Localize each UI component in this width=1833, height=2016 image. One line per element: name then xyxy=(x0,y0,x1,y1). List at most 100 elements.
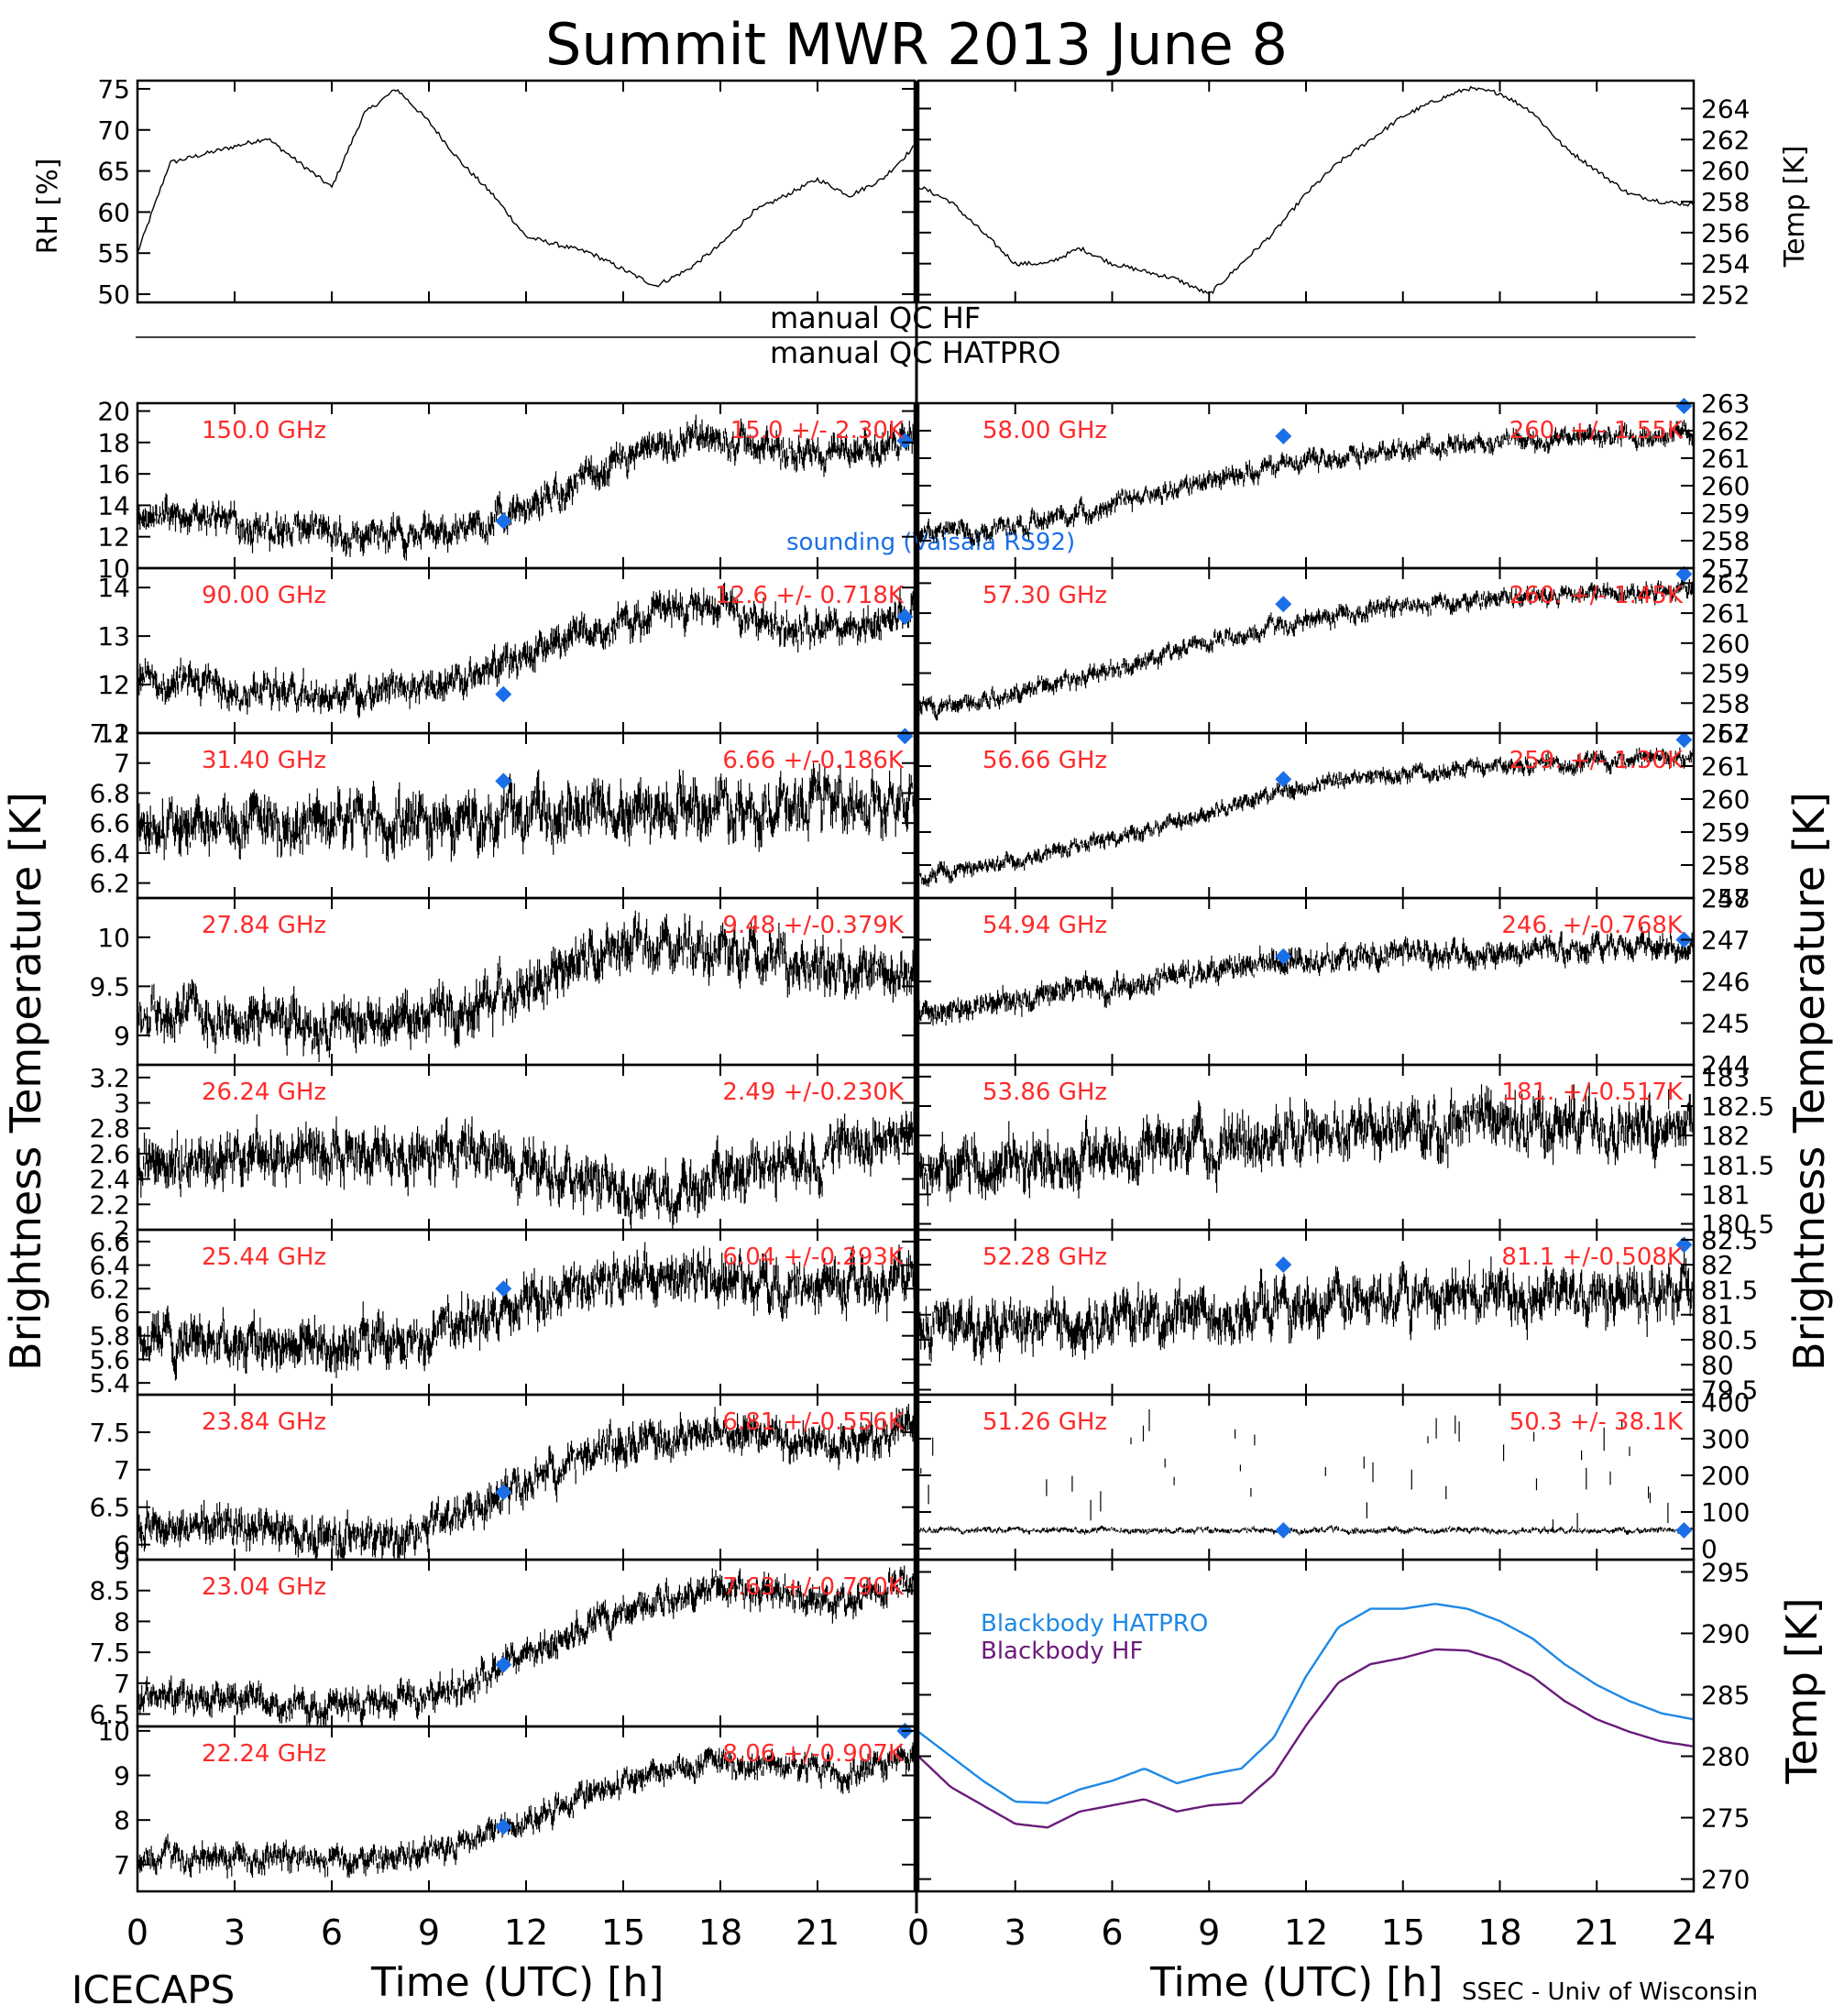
ch22_24-ytick-label-1: 8 xyxy=(114,1805,130,1835)
ch23_04-ytick-label-4: 8.5 xyxy=(89,1576,130,1606)
ch23_04-trace xyxy=(137,1565,915,1726)
ch57_3-ytick-label-5: 262 xyxy=(1701,568,1750,598)
footer-right: SSEC - Univ of Wisconsin xyxy=(1462,1978,1758,2006)
ch31_4-stats-label: 6.66 +/-0.186K xyxy=(722,747,905,774)
ch23_04-ytick-label-2: 7.5 xyxy=(89,1638,130,1668)
ch57_3-ytick-label-3: 260 xyxy=(1701,629,1750,659)
x-axis-label-left: Time (UTC) [h] xyxy=(370,1959,664,2006)
ch57_3-ytick-label-4: 261 xyxy=(1701,598,1750,629)
bb-hf-legend: Blackbody HF xyxy=(981,1638,1143,1665)
xtick-label-left-15: 15 xyxy=(601,1912,645,1953)
ch31_4-ytick-label-1: 6.4 xyxy=(89,838,130,869)
ch58-sounding-point-1 xyxy=(1675,398,1693,414)
ch31_4-sounding-point-1 xyxy=(896,728,914,745)
ch53_86-ytick-label-3: 182 xyxy=(1701,1121,1750,1151)
ch57_3-trace xyxy=(918,578,1694,721)
ch25_44-ytick-label-2: 5.8 xyxy=(89,1321,130,1352)
bb-hatpro-legend: Blackbody HATPRO xyxy=(981,1610,1208,1638)
ch27_84-stats-label: 9.48 +/-0.379K xyxy=(722,912,905,939)
blackbody-series-0 xyxy=(918,1603,1694,1804)
ch54_94-frequency-label: 54.94 GHz xyxy=(982,912,1107,939)
ch58-trace xyxy=(918,420,1694,546)
ch150-ytick-label-1: 12 xyxy=(97,522,130,553)
temp-series-line xyxy=(918,85,1694,294)
xtick-label-left-18: 18 xyxy=(698,1912,742,1953)
bb-temp-axis-label: Temp [K] xyxy=(1777,1597,1827,1784)
ch54_94-stats-label: 246. +/-0.768K xyxy=(1501,912,1684,939)
ch58-sounding-point-0 xyxy=(1275,428,1292,444)
ch51_26-frequency-label: 51.26 GHz xyxy=(982,1408,1107,1436)
ch31_4-frequency-label: 31.40 GHz xyxy=(202,747,326,774)
blackbody-ytick-label-0: 270 xyxy=(1701,1865,1750,1895)
ch51_26-ytick-label-3: 300 xyxy=(1701,1424,1750,1454)
ch23_04-ytick-label-1: 7 xyxy=(114,1669,130,1699)
ch56_66-ytick-label-5: 262 xyxy=(1701,718,1750,749)
ch27_84-trace xyxy=(137,910,915,1062)
ch23_04-ytick-label-0: 6.5 xyxy=(89,1700,130,1730)
ch51_26-ytick-label-2: 200 xyxy=(1701,1461,1750,1491)
rh-ytick-label-4: 70 xyxy=(97,115,130,146)
ch90-stats-label: 12.6 +/- 0.718K xyxy=(715,582,905,609)
xtick-label-right-24: 24 xyxy=(1672,1912,1716,1953)
ch54_94-sounding-point-0 xyxy=(1275,948,1292,965)
ch58-ytick-label-3: 260 xyxy=(1701,471,1750,501)
ch150-ytick-label-0: 10 xyxy=(97,553,130,584)
ch56_66-sounding-point-0 xyxy=(1275,771,1292,788)
ch27_84-ytick-label-0: 9 xyxy=(114,1021,130,1051)
x-axis-label-right: Time (UTC) [h] xyxy=(1149,1959,1443,2006)
ch57_3-ytick-label-2: 259 xyxy=(1701,659,1750,689)
ch51_26-sounding-point-1 xyxy=(1675,1522,1693,1539)
ch23_04-ytick-label-3: 8 xyxy=(114,1606,130,1637)
ch22_24-ytick-label-0: 7 xyxy=(114,1850,130,1880)
ch25_44-ytick-label-1: 5.6 xyxy=(89,1344,130,1375)
xtick-label-right-21: 21 xyxy=(1575,1912,1619,1953)
footer-left: ICECAPS xyxy=(71,1967,235,2012)
ch25_44-ytick-label-4: 6.2 xyxy=(89,1274,130,1304)
ch150-sounding-point-1 xyxy=(896,433,914,450)
ch23_84-frequency-label: 23.84 GHz xyxy=(202,1408,326,1436)
brightness-axis-label-left: Brightness Temperature [K] xyxy=(1,792,50,1371)
ch54_94-ytick-label-3: 247 xyxy=(1701,926,1750,956)
ch52_28-ytick-label-0: 79.5 xyxy=(1701,1375,1758,1406)
ch58-ytick-label-2: 259 xyxy=(1701,499,1750,529)
temp-ytick-label-4: 260 xyxy=(1701,156,1750,186)
ch52_28-ytick-label-1: 80 xyxy=(1701,1350,1734,1380)
ch25_44-frequency-label: 25.44 GHz xyxy=(202,1244,326,1271)
ch25_44-ytick-label-0: 5.4 xyxy=(89,1368,130,1398)
ch25_44-ytick-label-5: 6.4 xyxy=(89,1251,130,1281)
xtick-label-left-0: 0 xyxy=(126,1912,148,1953)
ch56_66-ytick-label-4: 261 xyxy=(1701,751,1750,782)
xtick-label-right-12: 12 xyxy=(1284,1912,1328,1953)
ch150-ytick-label-3: 16 xyxy=(97,459,130,489)
ch51_26-outliers xyxy=(920,1409,1669,1532)
ch56_66-stats-label: 259. +/- 1.30K xyxy=(1509,747,1684,774)
temp-frame xyxy=(916,79,1696,304)
ch26_24-frequency-label: 26.24 GHz xyxy=(202,1079,326,1106)
ch31_4-ytick-label-3: 6.8 xyxy=(89,778,130,808)
rh-ytick-label-3: 65 xyxy=(97,157,130,187)
temp-ytick-label-6: 264 xyxy=(1701,93,1750,124)
ch52_28-ytick-label-4: 81.5 xyxy=(1701,1275,1758,1305)
ch53_86-ytick-label-5: 183 xyxy=(1701,1062,1750,1092)
ch58-ytick-label-4: 261 xyxy=(1701,444,1750,474)
ch150-sounding-point-0 xyxy=(495,512,512,530)
ch22_24-ytick-label-3: 10 xyxy=(97,1716,130,1747)
ch23_84-ytick-label-2: 7 xyxy=(114,1455,130,1485)
ch53_86-ytick-label-4: 182.5 xyxy=(1701,1091,1774,1122)
ch26_24-ytick-label-5: 3 xyxy=(114,1089,130,1119)
ch52_28-frequency-label: 52.28 GHz xyxy=(982,1244,1107,1271)
ch56_66-ytick-label-2: 259 xyxy=(1701,817,1750,848)
xtick-label-right-18: 18 xyxy=(1477,1912,1521,1953)
ch56_66-ytick-label-1: 258 xyxy=(1701,850,1750,881)
ch26_24-ytick-label-2: 2.4 xyxy=(89,1165,130,1195)
ch51_26-ytick-label-1: 100 xyxy=(1701,1497,1750,1528)
ch90-ytick-label-1: 12 xyxy=(97,670,130,700)
ch25_44-ytick-label-6: 6.6 xyxy=(89,1227,130,1257)
ch54_94-ytick-label-1: 245 xyxy=(1701,1009,1750,1039)
ch58-ytick-label-1: 258 xyxy=(1701,526,1750,556)
temp-ytick-label-5: 262 xyxy=(1701,125,1750,155)
ch53_86-ytick-label-1: 181 xyxy=(1701,1179,1750,1210)
xtick-label-left-12: 12 xyxy=(504,1912,548,1953)
ch22_24-stats-label: 8.06 +/-0.907K xyxy=(722,1740,905,1768)
